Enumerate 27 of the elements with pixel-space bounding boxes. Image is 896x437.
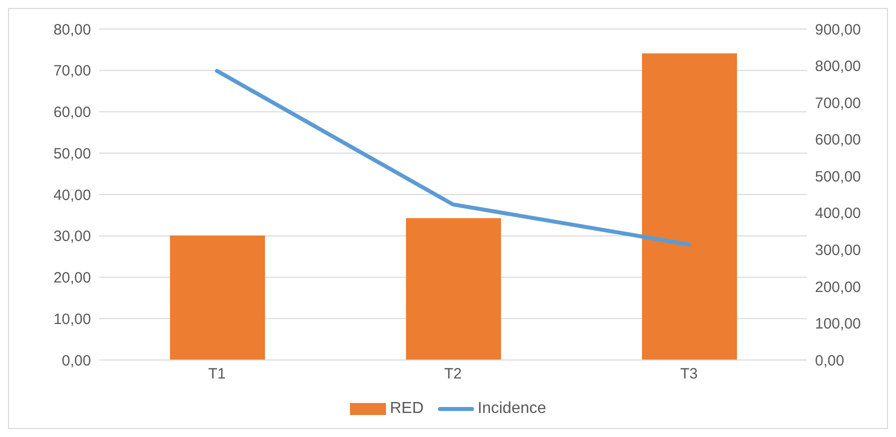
bar <box>406 218 501 360</box>
y-tick-label: 60,00 <box>53 104 91 122</box>
x-tick-label: T2 <box>444 366 462 383</box>
x-tick-label: T1 <box>208 366 226 383</box>
y2-tick-label: 100,00 <box>815 316 861 333</box>
y-tick-label: 20,00 <box>53 270 91 287</box>
y2-tick-label: 0,00 <box>815 352 844 370</box>
y2-tick-label: 900,00 <box>815 21 861 38</box>
y-tick-label: 30,00 <box>53 228 91 246</box>
y-tick-label: 80,00 <box>53 21 91 38</box>
y-tick-label: 10,00 <box>53 310 91 328</box>
y2-tick-label: 300,00 <box>815 242 861 259</box>
legend-label: RED <box>390 400 424 418</box>
y2-tick-label: 400,00 <box>815 205 861 222</box>
y-tick-label: 40,00 <box>53 186 91 204</box>
y2-tick-label: 600,00 <box>815 132 861 149</box>
y2-tick-label: 200,00 <box>815 278 861 296</box>
legend-label: Incidence <box>478 400 546 418</box>
y-tick-label: 0,00 <box>62 352 91 370</box>
bar <box>642 53 737 360</box>
x-tick-label: T3 <box>680 366 698 383</box>
y2-tick-label: 800,00 <box>815 58 861 76</box>
bar <box>170 235 265 360</box>
y-tick-label: 50,00 <box>53 145 91 162</box>
y2-tick-label: 700,00 <box>815 94 861 112</box>
y2-tick-label: 500,00 <box>815 168 861 186</box>
y-tick-label: 70,00 <box>53 62 91 80</box>
